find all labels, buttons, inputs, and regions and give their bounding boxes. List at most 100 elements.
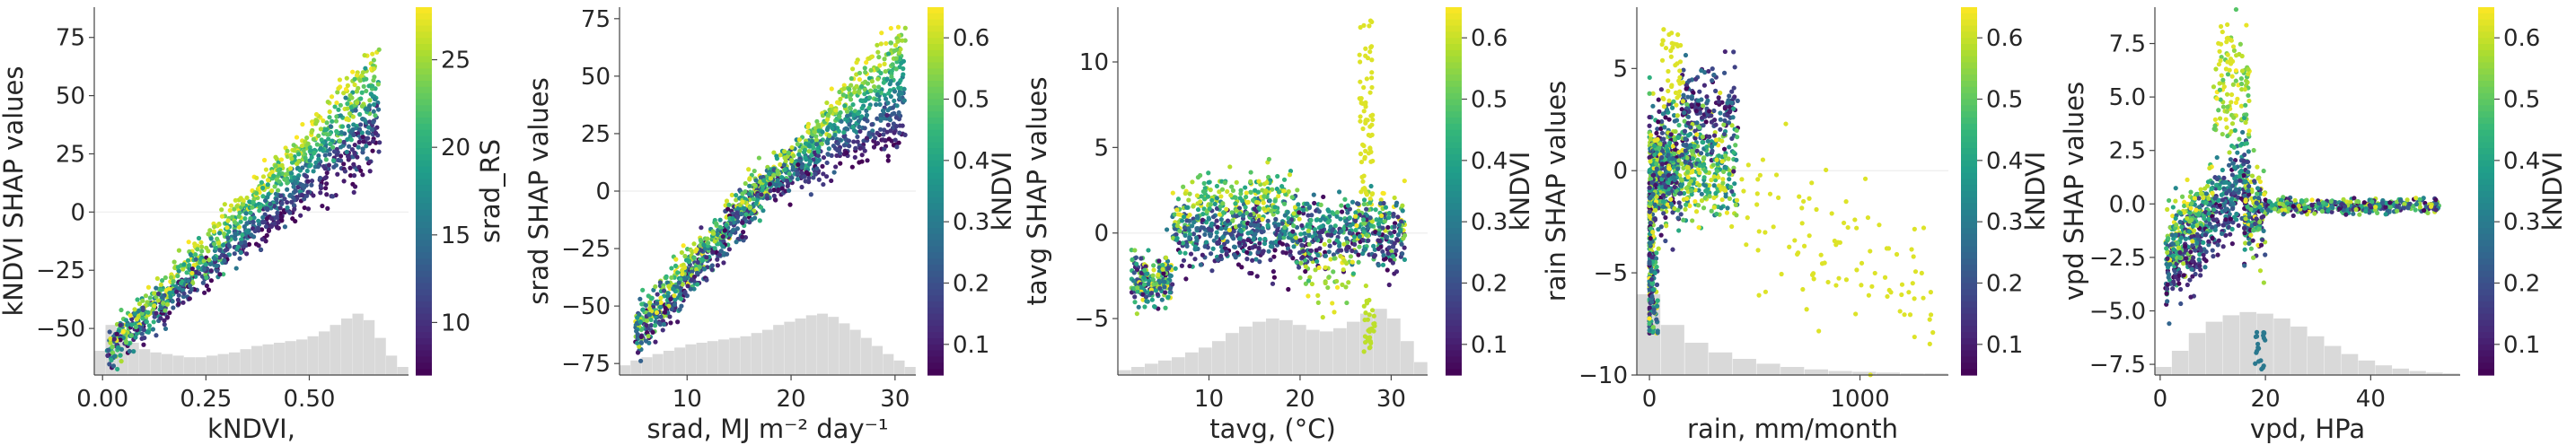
scatter-point <box>1336 189 1342 195</box>
scatter-point <box>1385 250 1391 257</box>
y-tick-label: 0 <box>70 199 85 226</box>
scatter-point <box>658 300 664 305</box>
scatter-point <box>193 257 198 262</box>
scatter-point <box>233 236 238 241</box>
scatter-point <box>365 135 371 141</box>
scatter-point <box>895 24 901 30</box>
scatter-point <box>233 266 239 271</box>
scatter-point <box>1360 217 1367 222</box>
scatter-point <box>691 241 697 247</box>
colorbar-segment <box>1446 369 1462 376</box>
colorbar-segment <box>416 25 432 32</box>
scatter-point <box>1150 277 1156 283</box>
scatter-point <box>874 101 879 108</box>
scatter-point <box>1400 251 1405 257</box>
scatter-point <box>681 243 686 249</box>
scatter-point <box>154 310 159 316</box>
scatter-point <box>1399 241 1404 247</box>
scatter-point <box>1314 217 1319 222</box>
scatter-point <box>1316 209 1322 214</box>
scatter-point <box>856 118 862 124</box>
scatter-point <box>837 89 842 95</box>
scatter-point <box>673 257 679 262</box>
scatter-point <box>1334 238 1340 243</box>
scatter-point <box>1343 247 1350 252</box>
histogram-bar <box>1780 367 1805 375</box>
scatter-point <box>1360 179 1366 184</box>
scatter-point <box>347 144 352 149</box>
scatter-point <box>740 191 745 196</box>
scatter-point <box>1167 286 1173 292</box>
scatter-point <box>1194 226 1200 231</box>
scatter-point <box>897 96 902 101</box>
scatter-point <box>1256 246 1262 251</box>
scatter-point <box>1306 228 1311 233</box>
scatter-point <box>313 121 319 127</box>
scatter-point <box>1314 258 1320 264</box>
histogram-bar <box>1172 357 1185 375</box>
scatter-point <box>1297 265 1302 270</box>
scatter-point <box>1394 248 1399 253</box>
scatter-point <box>1299 242 1305 248</box>
scatter-point <box>789 175 795 180</box>
scatter-point <box>887 118 893 123</box>
colorbar-segment <box>928 111 944 118</box>
scatter-point <box>217 248 223 253</box>
histogram-bar <box>251 345 263 375</box>
scatter-point <box>1156 258 1162 264</box>
colorbar-segment <box>416 142 432 149</box>
scatter-point <box>833 164 839 170</box>
scatter-point <box>356 164 362 170</box>
colorbar-segment <box>1446 276 1462 284</box>
colorbar-label: srad_RS <box>475 139 506 243</box>
scatter-point <box>1132 248 1138 253</box>
scatter-point <box>879 31 884 36</box>
scatter-point <box>667 314 673 319</box>
colorbar-segment <box>416 246 432 253</box>
scatter-point <box>865 158 870 163</box>
colorbar-tick-label: 25 <box>441 48 470 74</box>
colorbar-segment <box>416 270 432 278</box>
scatter-point <box>234 204 240 209</box>
scatter-point <box>1136 304 1141 310</box>
scatter-point <box>752 183 758 188</box>
colorbar-segment <box>928 129 944 137</box>
scatter-point <box>1184 218 1190 223</box>
colorbar-segment <box>928 270 944 278</box>
scatter-point <box>648 317 654 323</box>
scatter-point <box>1358 151 1364 157</box>
scatter-point <box>1401 236 1406 241</box>
scatter-point <box>701 242 707 248</box>
scatter-point <box>215 268 220 274</box>
scatter-point <box>875 116 880 121</box>
scatter-point <box>890 105 895 110</box>
scatter-point <box>159 278 165 284</box>
scatter-point <box>1200 252 1205 257</box>
scatter-point <box>816 157 822 162</box>
scatter-point <box>859 98 865 103</box>
colorbar-label: kNDVI <box>987 152 1017 231</box>
scatter-point <box>712 246 717 251</box>
scatter-point <box>1175 212 1182 217</box>
scatter-point <box>804 170 809 175</box>
scatter-point <box>720 244 725 249</box>
x-axis-label: kNDVI, <box>207 414 295 444</box>
scatter-point <box>1148 291 1155 296</box>
scatter-point <box>1326 275 1332 280</box>
histogram-bar <box>1804 369 1829 375</box>
scatter-point <box>354 89 360 94</box>
scatter-point <box>724 198 730 204</box>
scatter-point <box>305 189 311 195</box>
scatter-point <box>259 237 265 242</box>
scatter-point <box>1735 98 1740 103</box>
histogram-bar <box>172 355 184 375</box>
colorbar-segment <box>1446 111 1462 118</box>
scatter-point <box>365 156 370 161</box>
histogram-bar <box>740 336 752 375</box>
scatter-point <box>1226 227 1233 233</box>
scatter-point <box>849 164 855 170</box>
colorbar-segment <box>416 7 432 14</box>
scatter-point <box>824 100 830 106</box>
scatter-point <box>108 336 113 342</box>
